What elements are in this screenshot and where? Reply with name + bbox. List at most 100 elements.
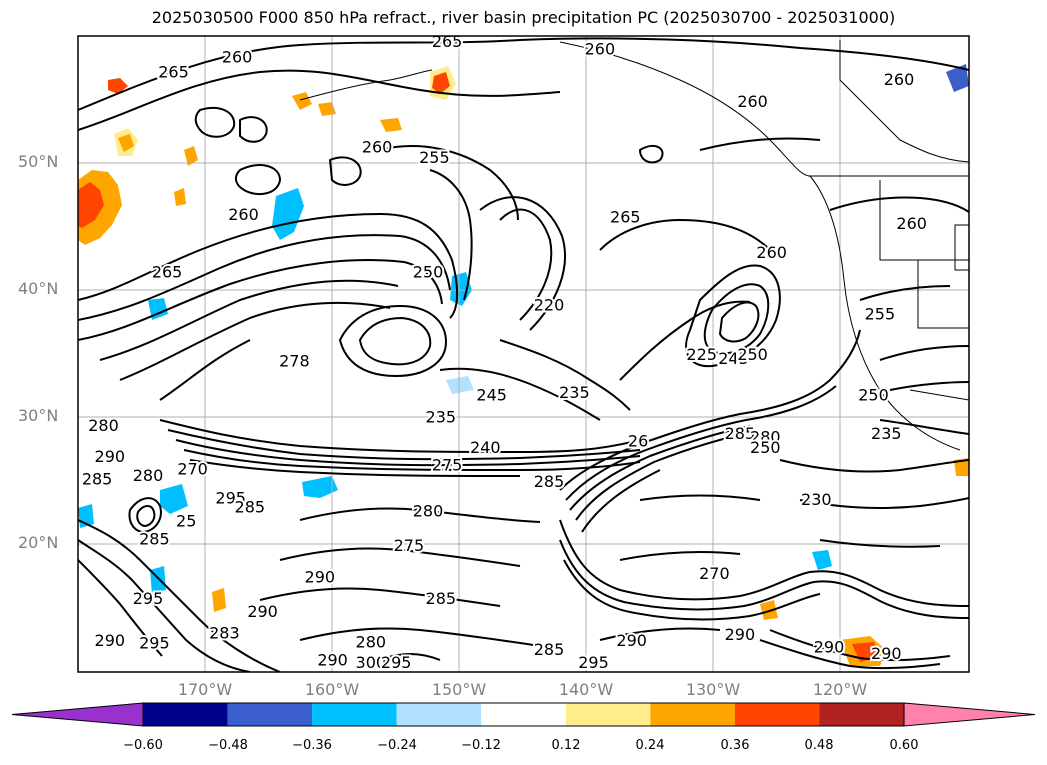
contour-label: 260: [228, 205, 259, 224]
contour-label: 295: [215, 489, 246, 508]
contour-label: 285: [725, 424, 756, 443]
contour-label: 270: [699, 564, 730, 583]
contour-label: 240: [470, 438, 501, 457]
lon-label-120w: 120°W: [812, 680, 868, 699]
contour-label: 235: [426, 407, 457, 426]
contour-label: 295: [139, 634, 170, 653]
lon-label-140w: 140°W: [558, 680, 614, 699]
colorbar-swatch: [734, 703, 820, 726]
contour-label: 260: [737, 92, 768, 111]
shade-spot: [184, 146, 198, 166]
coastlines: [299, 40, 969, 451]
shade-spot: [954, 458, 969, 476]
map-title: 2025030500 F000 850 hPa refract., river …: [151, 8, 896, 27]
shade-negative: [302, 476, 338, 498]
contour-labels: 265 260 265 260 260 260 260 255 260 265 265 260 260 2…: [80, 32, 929, 672]
contour-label: 295: [133, 589, 164, 608]
contour-label: 260: [222, 47, 253, 66]
contour-label: 285: [534, 472, 565, 491]
colorbar-swatch: [819, 703, 905, 726]
lat-label-30n: 30°N: [18, 406, 59, 425]
colorbar-extend-min: [11, 702, 144, 727]
contour-label: 285: [426, 589, 457, 608]
colorbar-swatch: [143, 703, 228, 726]
contour-label: 250: [750, 438, 781, 457]
shade-spot: [174, 188, 186, 206]
contour-label: 26: [628, 432, 648, 451]
colorbar-tick: 0.24: [635, 738, 665, 753]
colorbar-swatch: [396, 703, 482, 726]
colorbar-tick: −0.24: [377, 738, 417, 753]
lon-label-150w: 150°W: [431, 680, 487, 699]
contour-label: 230: [801, 490, 832, 509]
colorbar-tick: −0.48: [208, 738, 248, 753]
contour-label: 285: [534, 640, 565, 659]
colorbar: [11, 702, 1036, 727]
contour-label: 235: [559, 383, 590, 402]
map-frame: [77, 35, 970, 673]
contour-label: 25: [176, 512, 196, 531]
colorbar-frame: [142, 702, 905, 727]
colorbar-swatch: [565, 703, 651, 726]
contour-label: 290: [616, 631, 647, 650]
contour-label: 255: [865, 304, 896, 323]
shade-spot: [108, 78, 128, 94]
map-plot-area: 265 260 265 260 260 260 260 255 260 265 265 260 260 2…: [78, 32, 969, 672]
colorbar-tick: 0.48: [804, 738, 834, 753]
shade-negative: [812, 550, 832, 570]
contour-label: 290: [317, 650, 348, 669]
contour-label: 265: [432, 32, 463, 51]
contour-label: 280: [356, 633, 387, 652]
colorbar-tick: −0.36: [292, 738, 332, 753]
shade-spot: [118, 134, 134, 152]
contour-label: 245: [718, 349, 749, 368]
lon-label-160w: 160°W: [304, 680, 360, 699]
contour-label: 278: [279, 351, 310, 370]
shade-negative: [160, 484, 188, 514]
contour-label: 260: [756, 243, 787, 262]
colorbar-tick: 0.60: [889, 738, 919, 753]
lat-label-20n: 20°N: [18, 533, 59, 552]
contour-label: 260: [362, 138, 393, 157]
contour-label: 275: [394, 536, 425, 555]
contour-label: 290: [95, 631, 126, 650]
contour-label: 283: [209, 624, 240, 643]
shade-positive-northwest-inner: [78, 182, 104, 228]
contour-label: 225: [686, 345, 717, 364]
contour-label: 260: [896, 214, 927, 233]
colorbar-tick: −0.12: [461, 738, 501, 753]
contour-label: 300: [356, 653, 387, 672]
contour-label: 265: [152, 262, 183, 281]
contour-label: 280: [750, 428, 781, 447]
shade-negative: [148, 298, 168, 320]
lon-label-130w: 130°W: [685, 680, 741, 699]
shade-spot: [380, 118, 402, 132]
contour-label: 245: [476, 386, 507, 405]
contour-label: 285: [139, 529, 170, 548]
contour-label: 295: [381, 653, 412, 672]
contour-label: 265: [610, 208, 641, 227]
contour-label: 250: [737, 345, 768, 364]
contour-label: 280: [413, 502, 444, 521]
contour-label: 280: [88, 416, 119, 435]
contour-label: 280: [133, 466, 164, 485]
contour-label: 290: [814, 638, 845, 657]
shade-spot: [212, 588, 226, 612]
lat-label-40n: 40°N: [18, 279, 59, 298]
lat-label-50n: 50°N: [18, 152, 59, 171]
shade-negative: [446, 376, 474, 394]
colorbar-tick: 0.12: [551, 738, 581, 753]
refractivity-contours: [78, 37, 969, 672]
shade-negative: [946, 64, 969, 92]
colorbar-swatch: [227, 703, 313, 726]
contour-label: 290: [871, 644, 902, 663]
contour-label: 285: [82, 470, 113, 489]
contour-label: 260: [585, 40, 616, 59]
contour-label: 270: [177, 460, 208, 479]
contour-label: 260: [884, 70, 915, 89]
contour-label: 250: [858, 386, 889, 405]
contour-label: 250: [413, 262, 444, 281]
colorbar-tick: −0.60: [123, 738, 163, 753]
colorbar-swatch: [650, 703, 735, 726]
colorbar-swatch: [312, 703, 397, 726]
